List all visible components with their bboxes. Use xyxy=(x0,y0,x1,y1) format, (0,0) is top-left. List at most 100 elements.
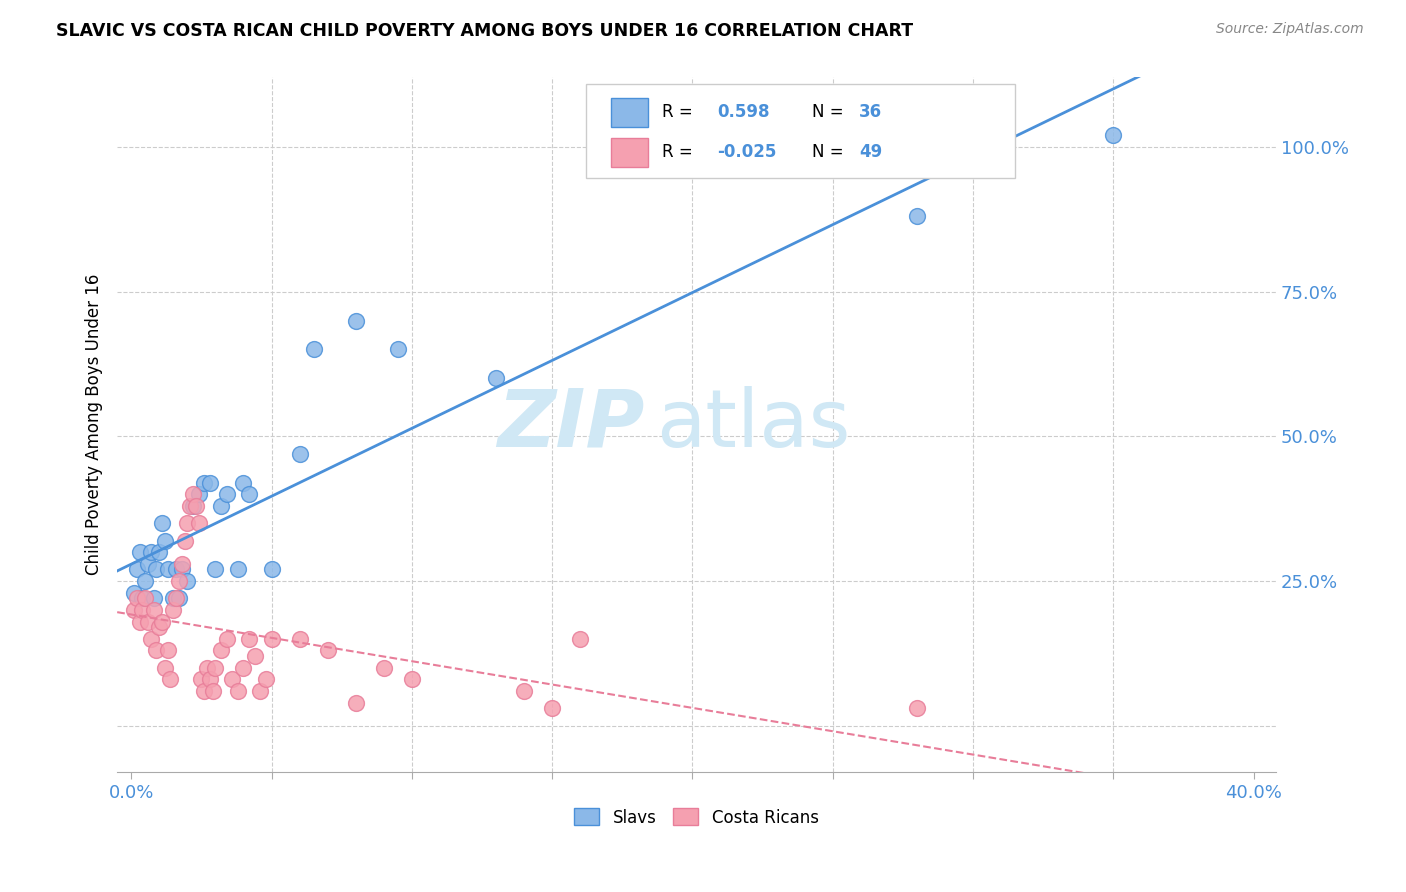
Point xyxy=(226,684,249,698)
Point xyxy=(176,574,198,588)
Point xyxy=(215,632,238,646)
Point xyxy=(131,591,153,606)
Point xyxy=(148,545,170,559)
Text: N =: N = xyxy=(813,143,849,161)
Text: atlas: atlas xyxy=(657,385,851,464)
Point xyxy=(232,475,254,490)
Text: ZIP: ZIP xyxy=(498,385,644,464)
Point xyxy=(195,661,218,675)
Point xyxy=(198,673,221,687)
Point xyxy=(139,632,162,646)
Point xyxy=(145,643,167,657)
Point xyxy=(344,313,367,327)
Point xyxy=(134,574,156,588)
Point xyxy=(153,661,176,675)
FancyBboxPatch shape xyxy=(586,85,1015,178)
Point xyxy=(156,562,179,576)
Point xyxy=(401,673,423,687)
Point xyxy=(136,615,159,629)
Point xyxy=(142,603,165,617)
Point xyxy=(134,591,156,606)
Point xyxy=(387,343,409,357)
Point xyxy=(187,516,209,530)
Text: SLAVIC VS COSTA RICAN CHILD POVERTY AMONG BOYS UNDER 16 CORRELATION CHART: SLAVIC VS COSTA RICAN CHILD POVERTY AMON… xyxy=(56,22,914,40)
Point xyxy=(373,661,395,675)
Point xyxy=(176,516,198,530)
Point xyxy=(226,562,249,576)
Point xyxy=(128,615,150,629)
Point xyxy=(569,632,592,646)
Point xyxy=(204,661,226,675)
Point xyxy=(513,684,536,698)
Text: Source: ZipAtlas.com: Source: ZipAtlas.com xyxy=(1216,22,1364,37)
Point xyxy=(316,643,339,657)
Point xyxy=(139,545,162,559)
Point xyxy=(170,562,193,576)
Point xyxy=(209,499,232,513)
FancyBboxPatch shape xyxy=(610,137,648,167)
Point xyxy=(148,620,170,634)
Text: 49: 49 xyxy=(859,143,882,161)
Point xyxy=(150,615,173,629)
Text: 0.598: 0.598 xyxy=(717,103,770,120)
Point xyxy=(162,603,184,617)
Legend: Slavs, Costa Ricans: Slavs, Costa Ricans xyxy=(568,802,825,833)
Point xyxy=(167,574,190,588)
Point xyxy=(1102,128,1125,143)
Point xyxy=(215,487,238,501)
Point xyxy=(238,487,260,501)
Point xyxy=(181,499,204,513)
Text: R =: R = xyxy=(662,143,697,161)
Point xyxy=(145,562,167,576)
Point xyxy=(249,684,271,698)
Y-axis label: Child Poverty Among Boys Under 16: Child Poverty Among Boys Under 16 xyxy=(86,274,103,575)
Point xyxy=(193,684,215,698)
Point xyxy=(541,701,564,715)
Point xyxy=(128,545,150,559)
Point xyxy=(170,557,193,571)
Point xyxy=(190,673,212,687)
Point xyxy=(243,649,266,664)
Point xyxy=(905,210,928,224)
Text: R =: R = xyxy=(662,103,697,120)
Point xyxy=(122,585,145,599)
Point xyxy=(302,343,325,357)
Point xyxy=(179,499,201,513)
Point xyxy=(159,673,181,687)
Point xyxy=(150,516,173,530)
Text: N =: N = xyxy=(813,103,849,120)
Point xyxy=(181,487,204,501)
Point xyxy=(165,562,187,576)
Point xyxy=(125,562,148,576)
Point xyxy=(187,487,209,501)
Point xyxy=(485,371,508,385)
Point xyxy=(344,696,367,710)
Point xyxy=(905,701,928,715)
Text: -0.025: -0.025 xyxy=(717,143,776,161)
Point xyxy=(125,591,148,606)
Point xyxy=(201,684,224,698)
Point xyxy=(260,562,283,576)
Point xyxy=(209,643,232,657)
Point xyxy=(136,557,159,571)
Point xyxy=(165,591,187,606)
FancyBboxPatch shape xyxy=(610,98,648,127)
Point xyxy=(204,562,226,576)
Point xyxy=(288,632,311,646)
Point xyxy=(131,603,153,617)
Point xyxy=(184,499,207,513)
Point xyxy=(221,673,243,687)
Text: 36: 36 xyxy=(859,103,882,120)
Point xyxy=(193,475,215,490)
Point xyxy=(162,591,184,606)
Point xyxy=(198,475,221,490)
Point xyxy=(254,673,277,687)
Point xyxy=(232,661,254,675)
Point xyxy=(167,591,190,606)
Point xyxy=(153,533,176,548)
Point xyxy=(173,533,195,548)
Point xyxy=(260,632,283,646)
Point xyxy=(142,591,165,606)
Point xyxy=(288,447,311,461)
Point xyxy=(156,643,179,657)
